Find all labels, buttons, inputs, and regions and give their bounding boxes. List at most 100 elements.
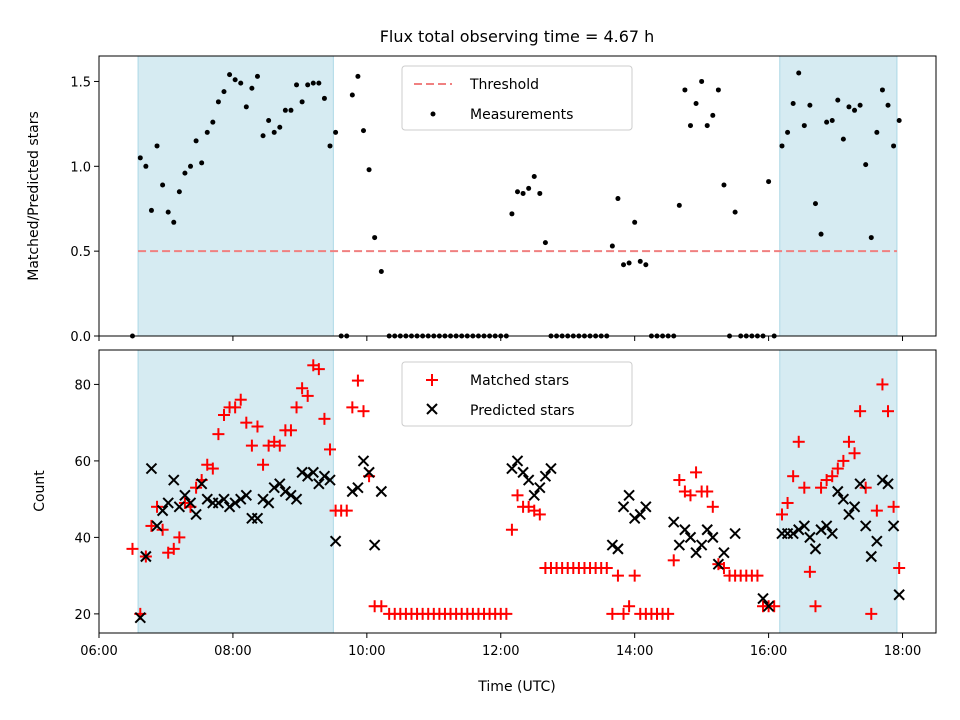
measurement-point xyxy=(305,82,311,88)
x-tick-label: 06:00 xyxy=(80,644,117,659)
bottom-x-axis-label: Time (UTC) xyxy=(477,679,555,695)
measurement-point xyxy=(621,262,627,268)
matched-star-point xyxy=(893,561,906,574)
predicted-star-point xyxy=(301,470,314,482)
measurement-point xyxy=(896,117,902,123)
predicted-star-point xyxy=(882,478,894,490)
predicted-star-point xyxy=(318,470,331,482)
predicted-star-point xyxy=(815,524,827,536)
matched-star-point xyxy=(340,504,353,517)
measurement-point xyxy=(818,231,824,237)
matched-star-point xyxy=(301,389,314,402)
predicted-star-point xyxy=(762,600,775,612)
measurement-point xyxy=(210,119,216,125)
measurement-point xyxy=(863,162,869,168)
predicted-star-point xyxy=(257,493,269,505)
x-tick-label: 16:00 xyxy=(750,644,787,659)
x-tick-label: 10:00 xyxy=(348,644,385,659)
measurement-point xyxy=(812,201,818,207)
measurement-point xyxy=(520,190,526,196)
measurement-point xyxy=(676,202,682,208)
predicted-star-point xyxy=(893,589,905,601)
predicted-legend-label: Predicted stars xyxy=(470,403,575,419)
predicted-star-point xyxy=(179,489,191,502)
predicted-star-point xyxy=(871,535,883,547)
bottom-panel: 06:00 08:00 10:00 12:00 14:00 16:00 18:00 20 40 6… xyxy=(32,349,937,695)
predicted-star-point xyxy=(843,508,855,521)
measurement-point xyxy=(321,95,327,101)
predicted-star-point xyxy=(804,531,816,544)
predicted-star-point xyxy=(274,478,286,490)
measurement-point xyxy=(260,133,266,139)
matched-legend-swatch xyxy=(426,374,438,386)
measurement-point xyxy=(687,123,693,129)
shaded-span xyxy=(137,55,334,337)
measurement-point xyxy=(221,89,227,95)
top-legend: Threshold Measurements xyxy=(401,65,633,131)
predicted-star-point xyxy=(313,478,325,490)
predicted-star-point xyxy=(162,497,174,509)
matched-legend-label: Matched stars xyxy=(470,373,569,389)
measurement-point xyxy=(509,211,515,217)
measurement-point xyxy=(796,70,802,76)
measurement-point xyxy=(632,219,638,225)
predicted-star-point xyxy=(290,493,303,505)
measurement-point xyxy=(143,163,149,169)
measurement-point xyxy=(199,160,205,166)
measurement-point xyxy=(366,167,372,173)
matched-star-point xyxy=(876,378,889,391)
matched-star-point xyxy=(690,466,703,479)
predicted-star-point xyxy=(223,501,236,513)
predicted-star-point xyxy=(695,539,708,551)
bottom-y-axis-label: Count xyxy=(32,470,48,512)
measurement-point xyxy=(879,87,885,93)
predicted-star-point xyxy=(787,527,799,540)
predicted-star-point xyxy=(251,512,264,524)
measurement-point xyxy=(515,189,520,195)
predicted-star-point xyxy=(268,481,280,494)
matched-star-point xyxy=(229,401,242,414)
y-tick-label: 1.0 xyxy=(70,160,91,175)
predicted-star-point xyxy=(809,543,822,555)
predicted-star-point xyxy=(279,485,292,498)
measurement-point xyxy=(682,87,688,93)
predicted-star-point xyxy=(690,546,702,559)
matched-star-point xyxy=(324,443,337,456)
matched-star-point xyxy=(826,470,839,483)
matched-star-point xyxy=(792,435,805,448)
predicted-star-point xyxy=(634,508,646,521)
matched-star-point xyxy=(296,382,309,395)
predicted-star-point xyxy=(837,493,850,505)
measurement-point xyxy=(160,182,166,188)
top-y-axis-label: Matched/Predicted stars xyxy=(26,111,42,281)
matched-star-point xyxy=(623,600,636,613)
bottom-legend-box xyxy=(401,361,633,427)
predicted-star-point xyxy=(363,466,375,479)
measurement-point xyxy=(852,107,858,113)
predicted-star-point xyxy=(848,501,861,513)
measurement-point xyxy=(271,129,277,135)
measurement-point xyxy=(148,207,154,213)
shaded-span xyxy=(779,55,898,337)
measurement-point xyxy=(790,101,796,107)
measurement-point xyxy=(785,129,791,135)
matched-star-point xyxy=(803,565,816,578)
measurement-point xyxy=(710,112,716,118)
matched-star-point xyxy=(781,496,794,509)
matched-star-point xyxy=(617,607,630,620)
matched-star-point xyxy=(775,508,788,521)
measurement-point xyxy=(165,209,171,215)
predicted-star-point xyxy=(329,535,342,547)
predicted-star-point xyxy=(307,466,319,479)
measurement-point xyxy=(693,101,699,107)
measurement-point xyxy=(193,138,199,144)
measurement-point xyxy=(715,87,721,93)
top-legend-box xyxy=(401,65,633,131)
measurement-point xyxy=(188,163,194,169)
predicted-star-point xyxy=(352,481,364,494)
y-tick-label: 20 xyxy=(74,608,91,623)
measurement-point xyxy=(227,72,233,78)
matched-star-point xyxy=(662,607,675,620)
measurement-point xyxy=(840,136,846,142)
matched-star-point xyxy=(500,607,513,620)
